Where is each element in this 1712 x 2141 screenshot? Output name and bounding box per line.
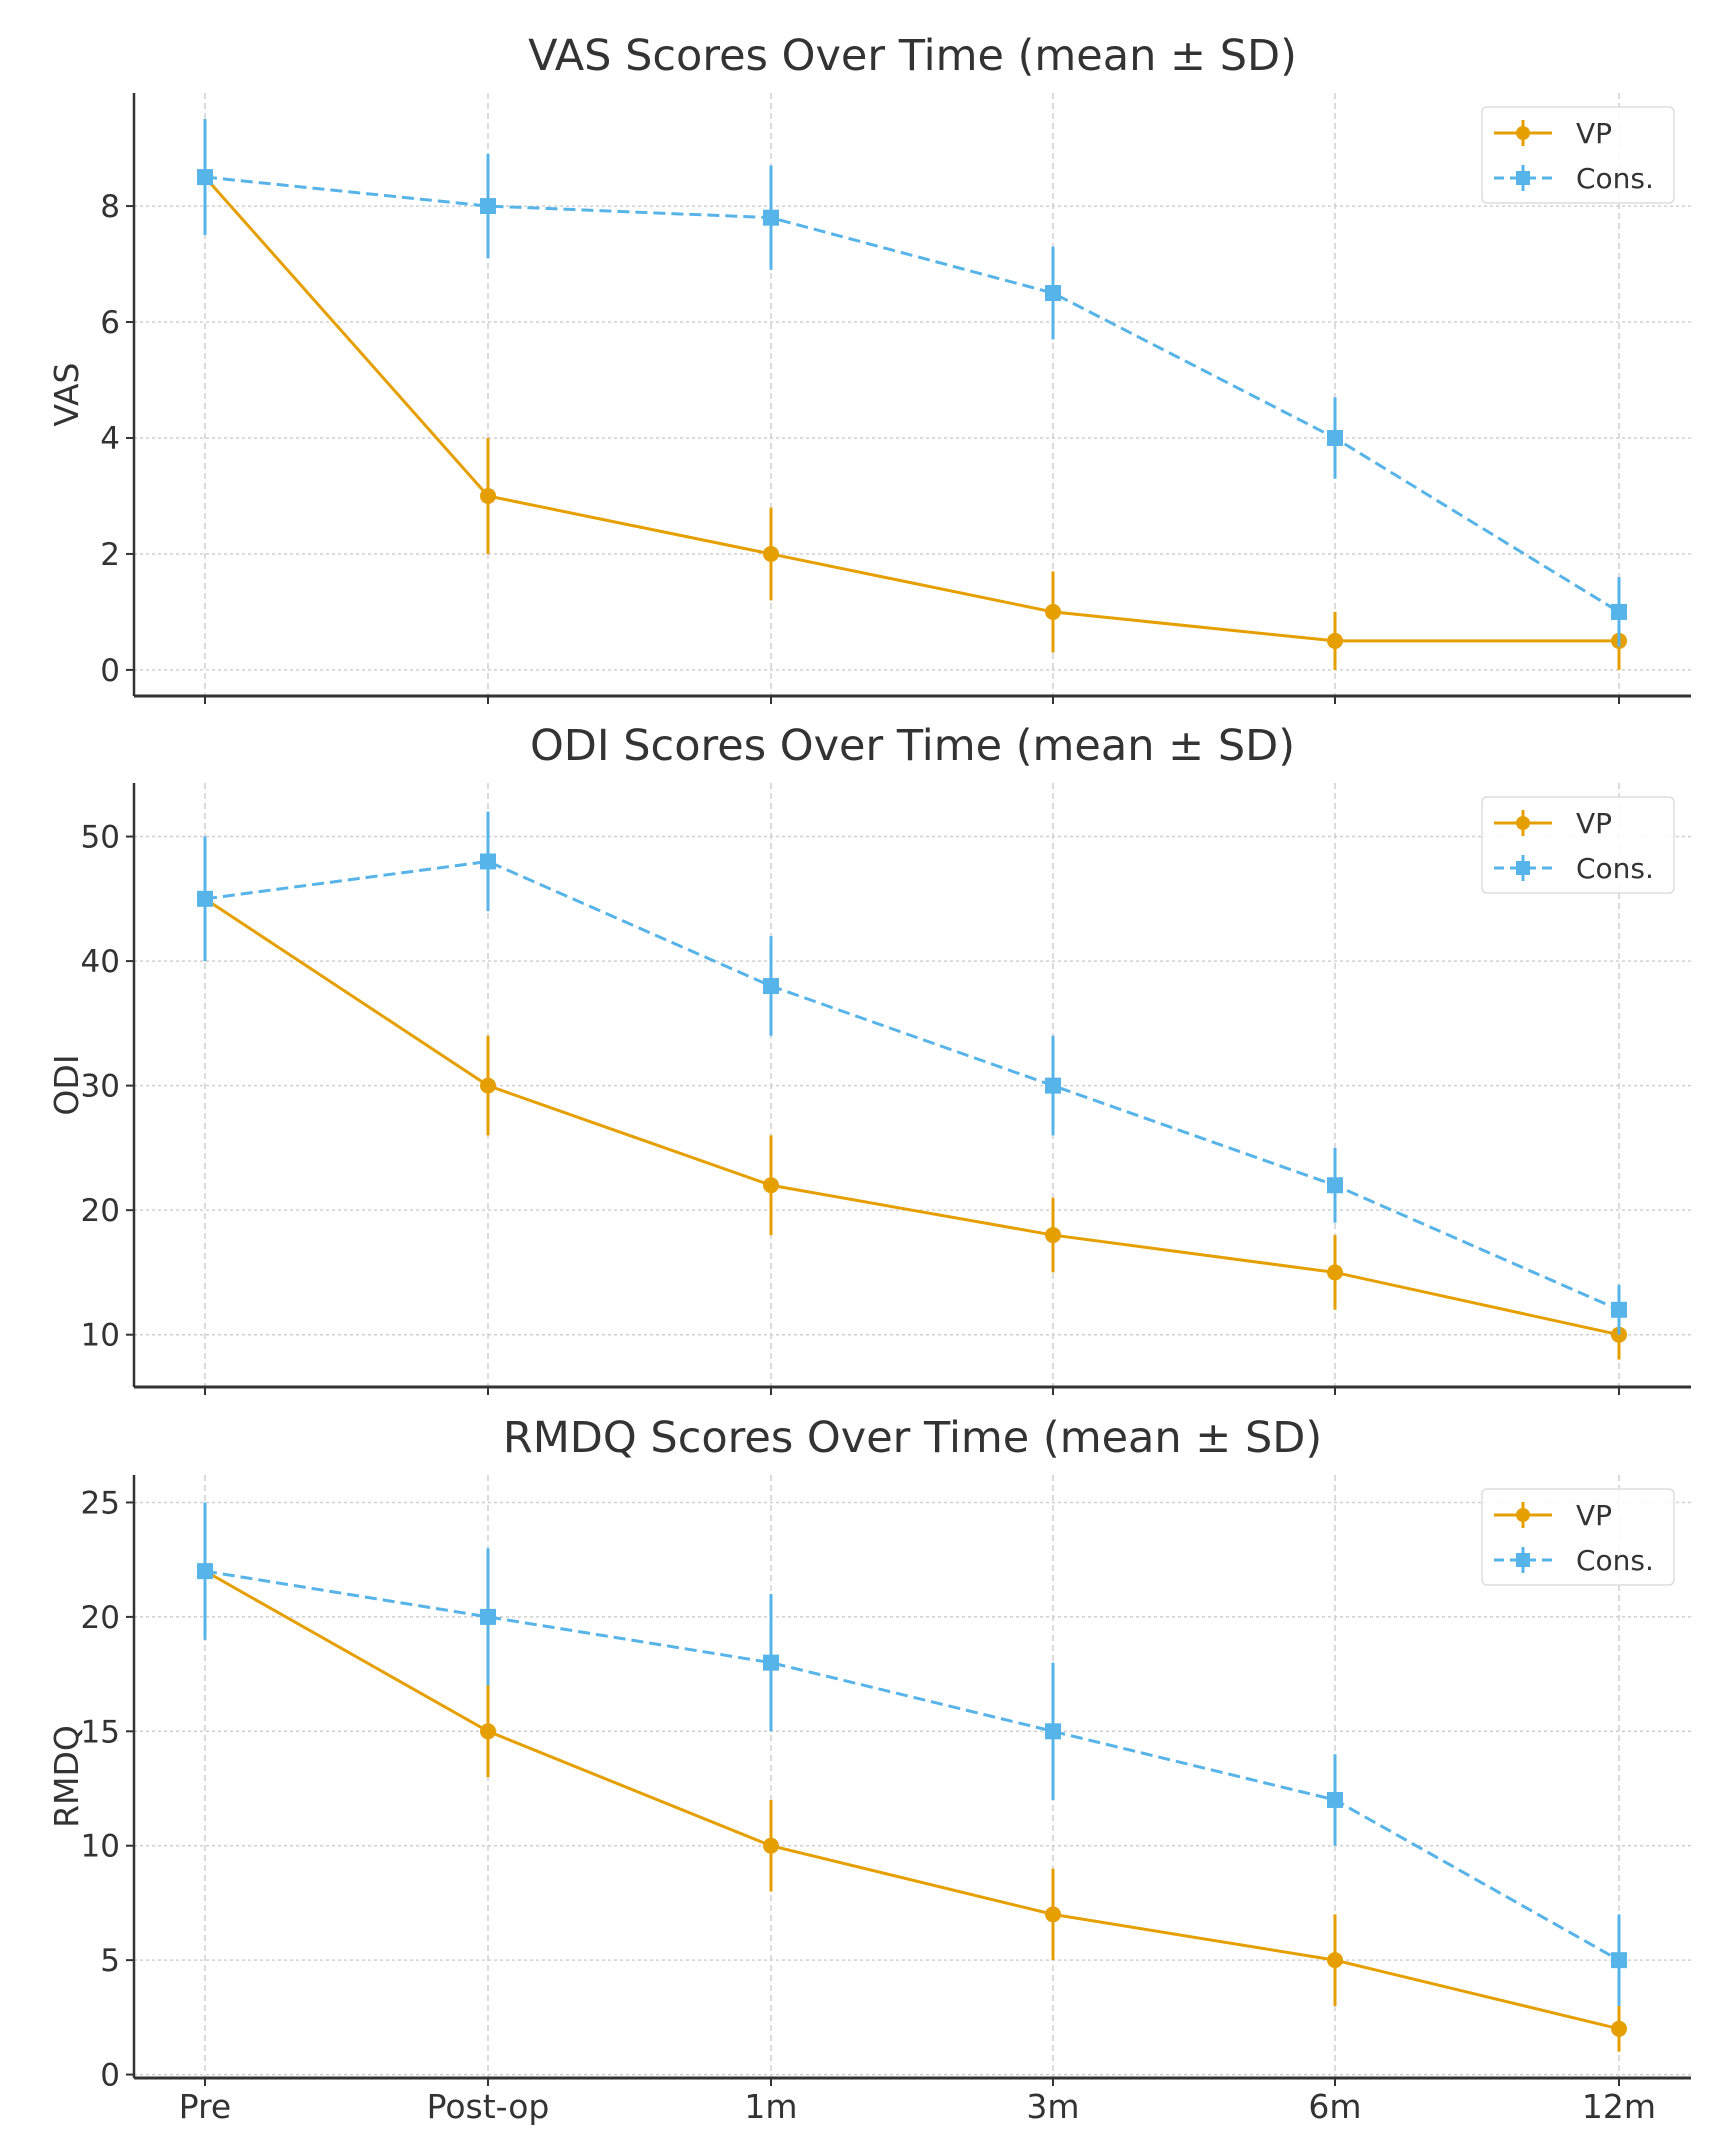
legend-marker [1516,861,1530,875]
x-tick-label: 6m [1308,2087,1361,2126]
series-line [204,1569,1620,1962]
data-point [1045,1227,1061,1244]
y-axis-label: RMDQ [47,1725,86,1828]
data-point [763,209,779,226]
series-vp [197,119,1627,670]
data-point [1611,1301,1627,1318]
data-point [1327,429,1343,446]
series-vp [197,1502,1627,2052]
chart-panel-vas: VAS Scores Over Time (mean ± SD) 0 2 4 6 8 VAS… [47,31,1691,704]
data-point [763,1654,779,1671]
series-cons [197,119,1627,647]
legend-label: Cons. [1576,852,1654,885]
data-point [1327,1791,1343,1808]
data-point [1045,1723,1061,1740]
data-point [197,890,213,907]
y-tick-label: 0 [100,653,120,689]
y-axis-label: ODI [47,1054,86,1115]
chart-panel-rmdq: RMDQ Scores Over Time (mean ± SD) 0 5 10 15 2… [47,1413,1691,2126]
y-tick-label: 10 [81,1829,120,1865]
legend-label: VP [1576,1499,1612,1532]
data-point [1045,603,1061,620]
y-axis-label: VAS [47,363,86,427]
x-tick-label: 1m [744,2087,797,2126]
y-tick-label: 25 [81,1485,120,1521]
y-tick-label: 8 [100,189,120,225]
data-point [763,1177,779,1194]
series-line [204,1569,1620,2031]
chart-title: RMDQ Scores Over Time (mean ± SD) [503,1413,1322,1463]
data-point [480,487,496,504]
y-tick-label: 20 [81,1600,120,1636]
y-tick-label: 20 [81,1193,120,1229]
legend-marker [1516,126,1530,140]
legend: VP Cons. [1481,796,1675,894]
y-tick-label: 15 [81,1714,120,1750]
data-point [1611,603,1627,620]
x-tick-label: Pre [179,2087,231,2126]
y-tick-label: 4 [100,421,120,457]
legend-label: VP [1576,807,1612,840]
series-cons [197,1502,1627,2006]
legend-label: Cons. [1576,1544,1654,1577]
data-point [480,1077,496,1094]
data-point [1045,285,1061,302]
x-tick-label: 12m [1582,2087,1656,2126]
data-point [1327,1952,1343,1969]
data-point [480,853,496,870]
legend: VP Cons. [1481,1488,1675,1586]
data-point [1327,632,1343,649]
data-point [1045,1906,1061,1923]
data-point [197,169,213,186]
chart-title: VAS Scores Over Time (mean ± SD) [528,31,1297,81]
data-point [763,545,779,562]
legend-marker [1516,171,1530,185]
series-vp [197,836,1627,1360]
legend: VP Cons. [1481,106,1675,204]
data-point [480,1723,496,1740]
legend-label: Cons. [1576,162,1654,195]
data-point [1327,1177,1343,1194]
series-line [203,176,1619,643]
data-point [1611,2020,1627,2037]
legend-marker [1516,1508,1530,1522]
y-tick-label: 50 [81,820,120,856]
legend-marker [1516,816,1530,830]
y-tick-label: 0 [100,2058,120,2094]
data-point [1327,1264,1343,1281]
series-line [204,175,1620,614]
y-tick-label: 30 [81,1069,120,1105]
chart-title: ODI Scores Over Time (mean ± SD) [530,721,1295,771]
chart-panel-odi: ODI Scores Over Time (mean ± SD) 10 20 30 40… [47,721,1691,1395]
legend-marker [1516,1553,1530,1567]
data-point [197,1563,213,1580]
data-point [763,977,779,994]
series-cons [197,811,1627,1335]
series-line [204,859,1620,1312]
y-tick-label: 40 [81,944,120,980]
x-tick-label: 3m [1026,2087,1079,2126]
data-point [1611,1952,1627,1969]
y-tick-label: 6 [100,305,120,341]
legend-label: VP [1576,117,1612,150]
data-point [480,1608,496,1625]
data-point [763,1837,779,1854]
series-line [204,897,1620,1337]
y-tick-label: 10 [81,1318,120,1354]
data-point [480,198,496,215]
data-point [1045,1077,1061,1094]
x-tick-label: Post-op [427,2087,550,2126]
y-tick-label: 2 [100,537,120,573]
y-tick-label: 5 [100,1943,120,1979]
